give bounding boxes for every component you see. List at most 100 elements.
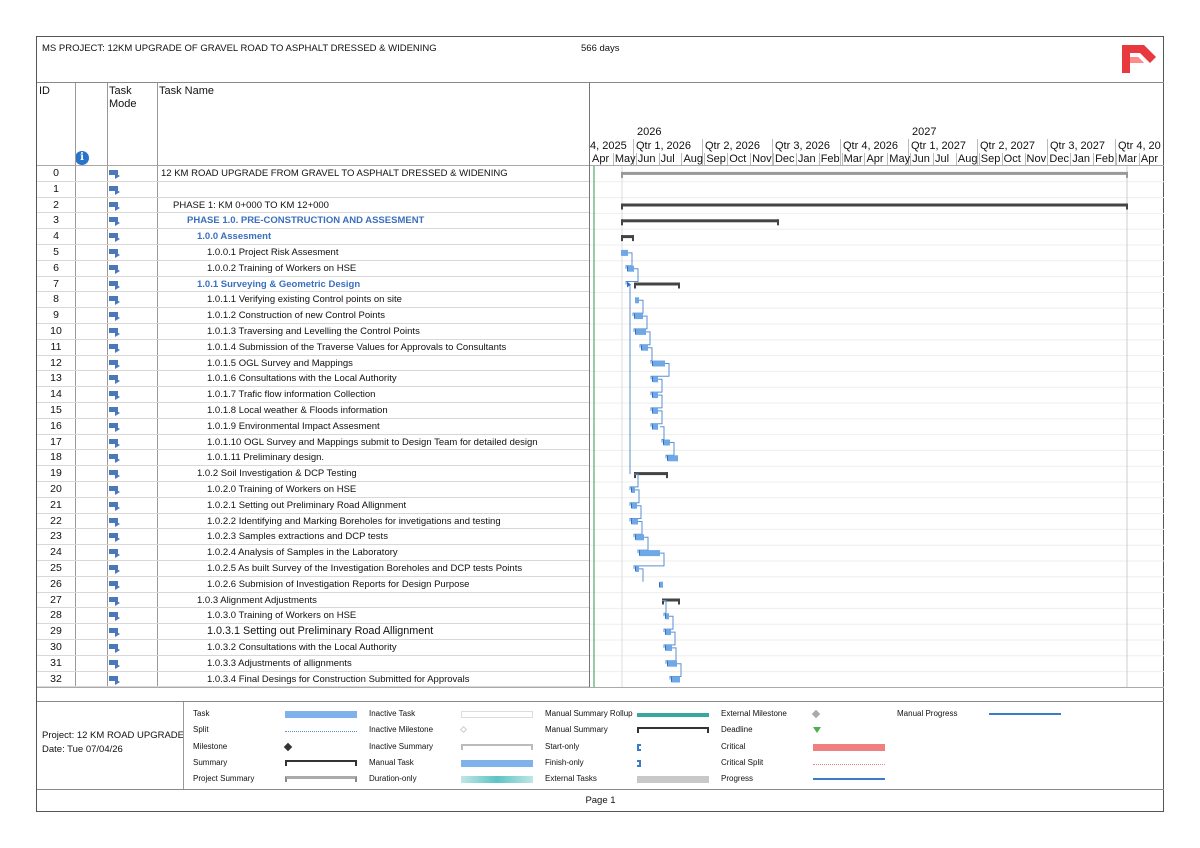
- task-name[interactable]: 1.0.2.0 Training of Workers on HSE: [207, 484, 357, 495]
- col-header-id[interactable]: ID: [39, 85, 50, 97]
- task-id: 13: [50, 372, 62, 385]
- task-name[interactable]: PHASE 1.0. PRE-CONSTRUCTION AND ASSESMEN…: [187, 215, 425, 227]
- task-id: 23: [50, 530, 62, 543]
- table-row[interactable]: 13 1.0.1.6 Consultations with the Local A…: [37, 371, 589, 388]
- table-row[interactable]: 16 1.0.1.9 Environmental Impact Assesment: [37, 419, 589, 435]
- table-row[interactable]: 30 1.0.3.2 Consultations with the Local A…: [37, 640, 589, 656]
- table-row[interactable]: 29 1.0.3.1 Setting out Preliminary Road A…: [37, 624, 589, 640]
- table-row[interactable]: 8 1.0.1.1 Verifying existing Control poin…: [37, 292, 589, 309]
- table-row[interactable]: 21 1.0.2.1 Setting out Preliminary Road A…: [37, 498, 589, 514]
- task-bar: [666, 644, 672, 651]
- task-name[interactable]: 1.0.1.6 Consultations with the Local Aut…: [207, 373, 397, 385]
- dependency-link: [637, 536, 649, 554]
- table-row[interactable]: 1: [37, 182, 589, 198]
- table-row[interactable]: 12 1.0.1.5 OGL Survey and Mappings: [37, 356, 589, 372]
- table-row[interactable]: 20 1.0.2.0 Training of Workers on HSE: [37, 482, 589, 498]
- task-mode-icon: [109, 264, 120, 274]
- task-name[interactable]: 1.0.1.8 Local weather & Floods informati…: [207, 405, 388, 416]
- task-mode-icon: [109, 328, 120, 337]
- quarter-label: 4, 2025: [590, 140, 627, 152]
- task-bar: [636, 534, 644, 541]
- task-name[interactable]: PHASE 1: KM 0+000 TO KM 12+000: [173, 199, 329, 211]
- table-row[interactable]: 25 1.0.2.5 As built Survey of the Investi…: [37, 561, 589, 577]
- timescale-tick: [1024, 153, 1026, 166]
- task-name[interactable]: 1.0.1.4 Submission of the Traverse Value…: [207, 341, 507, 353]
- task-name[interactable]: 1.0.1.2 Construction of new Control Poin…: [207, 310, 385, 322]
- task-name[interactable]: 12 KM ROAD UPGRADE FROM GRAVEL TO ASPHAL…: [161, 168, 508, 179]
- table-row[interactable]: 19 1.0.2 Soil Investigation & DCP Testing: [37, 466, 589, 482]
- task-name[interactable]: 1.0.2.2 Identifying and Marking Borehole…: [207, 515, 501, 527]
- task-id: 8: [53, 293, 59, 306]
- summary-bar: [634, 472, 668, 476]
- task-name[interactable]: 1.0.2.5 As built Survey of the Investiga…: [207, 563, 523, 574]
- table-row[interactable]: 31 1.0.3.3 Adjustments of allignments: [37, 656, 589, 672]
- task-name[interactable]: 1.0.0.2 Training of Workers on HSE: [207, 262, 357, 274]
- legend-label: Critical: [721, 741, 746, 751]
- summary-bar-cap: [634, 472, 636, 479]
- legend-label: Start-only: [545, 741, 580, 751]
- table-row[interactable]: 17 1.0.1.10 OGL Survey and Mappings submi…: [37, 435, 589, 451]
- task-name[interactable]: 1.0.1.7 Trafic flow information Collecti…: [207, 389, 376, 401]
- table-row[interactable]: 23 1.0.2.3 Samples extractions and DCP te…: [37, 529, 589, 546]
- task-name[interactable]: 1.0.2.1 Setting out Preliminary Road All…: [207, 499, 407, 511]
- task-name[interactable]: 1.0.2.6 Submision of Investigation Repor…: [207, 578, 470, 590]
- task-bar: [653, 423, 658, 430]
- table-row[interactable]: 18 1.0.1.11 Preliminary design.: [37, 450, 589, 467]
- task-bar: [642, 344, 648, 351]
- gantt-print-page: MS PROJECT: 12KM UPGRADE OF GRAVEL ROAD …: [36, 36, 1164, 812]
- table-row[interactable]: 32 1.0.3.4 Final Desings for Construction…: [37, 672, 589, 688]
- inactive-task-swatch: [461, 711, 533, 718]
- table-row[interactable]: 26 1.0.2.6 Submision of Investigation Rep…: [37, 577, 589, 593]
- timescale-tick: [840, 139, 841, 166]
- task-name[interactable]: 1.0.3 Alignment Adjustments: [197, 594, 317, 606]
- table-row[interactable]: 2 PHASE 1: KM 0+000 TO KM 12+000: [37, 198, 589, 214]
- table-row[interactable]: 24 1.0.2.4 Analysis of Samples in the Lab…: [37, 545, 589, 561]
- task-name[interactable]: 1.0.2.4 Analysis of Samples in the Labor…: [207, 547, 398, 559]
- timescale-tick: [795, 153, 797, 166]
- task-name[interactable]: 1.0.2 Soil Investigation & DCP Testing: [197, 468, 357, 480]
- task-name[interactable]: 1.0.1.11 Preliminary design.: [207, 452, 325, 464]
- task-name[interactable]: 1.0.3.2 Consultations with the Local Aut…: [207, 642, 397, 653]
- footer-top: [37, 789, 1164, 790]
- info-icon[interactable]: i: [75, 151, 89, 165]
- timescale-tick: [864, 153, 866, 166]
- table-row[interactable]: 22 1.0.2.2 Identifying and Marking Boreho…: [37, 514, 589, 530]
- table-row[interactable]: 15 1.0.1.8 Local weather & Floods informa…: [37, 403, 589, 419]
- task-name[interactable]: 1.0.0.1 Project Risk Assesment: [207, 247, 339, 258]
- task-name[interactable]: 1.0.2.3 Samples extractions and DCP test…: [207, 531, 388, 543]
- task-name[interactable]: 1.0.1 Surveying & Geometric Design: [197, 278, 361, 290]
- table-row[interactable]: 5 1.0.0.1 Project Risk Assesment: [37, 245, 589, 261]
- month-label: Jun: [912, 153, 930, 165]
- col-header-task-name[interactable]: Task Name: [159, 85, 215, 97]
- table-row[interactable]: 27 1.0.3 Alignment Adjustments: [37, 593, 589, 609]
- summary-bar-cap: [621, 219, 623, 226]
- task-name[interactable]: 1.0.1.1 Verifying existing Control point…: [207, 294, 402, 306]
- table-row[interactable]: 0 12 KM ROAD UPGRADE FROM GRAVEL TO ASPHA…: [37, 166, 589, 182]
- table-row[interactable]: 6 1.0.0.2 Training of Workers on HSE: [37, 261, 589, 277]
- task-name[interactable]: 1.0.1.5 OGL Survey and Mappings: [207, 357, 353, 369]
- task-mode-icon: [109, 217, 120, 227]
- table-row[interactable]: 9 1.0.1.2 Construction of new Control Poi…: [37, 308, 589, 324]
- table-row[interactable]: 4 1.0.0 Assesment: [37, 229, 589, 245]
- table-row[interactable]: 10 1.0.1.3 Traversing and Levelling the C…: [37, 324, 589, 340]
- task-name[interactable]: 1.0.1.9 Environmental Impact Assesment: [207, 420, 380, 432]
- task-name[interactable]: 1.0.0 Assesment: [197, 231, 272, 243]
- task-bar: [640, 550, 660, 557]
- task-name[interactable]: 1.0.3.1 Setting out Preliminary Road All…: [207, 625, 434, 638]
- table-row[interactable]: 14 1.0.1.7 Trafic flow information Collec…: [37, 387, 589, 403]
- table-row[interactable]: 3 PHASE 1.0. PRE-CONSTRUCTION AND ASSESME…: [37, 213, 589, 230]
- task-name[interactable]: 1.0.3.3 Adjustments of allignments: [207, 657, 352, 669]
- table-row[interactable]: 28 1.0.3.0 Training of Workers on HSE: [37, 608, 589, 625]
- task-name[interactable]: 1.0.1.3 Traversing and Levelling the Con…: [207, 326, 420, 337]
- timescale-tick: [1047, 153, 1049, 166]
- task-name[interactable]: 1.0.3.4 Final Desings for Construction S…: [207, 673, 470, 685]
- task-name[interactable]: 1.0.1.10 OGL Survey and Mappings submit …: [207, 436, 538, 448]
- table-row[interactable]: 11 1.0.1.4 Submission of the Traverse Val…: [37, 340, 589, 356]
- summary-bar: [621, 203, 1128, 207]
- task-name[interactable]: 1.0.3.0 Training of Workers on HSE: [207, 610, 357, 622]
- summary-bar-cap: [621, 235, 623, 242]
- timescale-tick: [1070, 153, 1072, 166]
- table-row[interactable]: 7 1.0.1 Surveying & Geometric Design: [37, 277, 589, 293]
- col-header-task-mode[interactable]: Task Mode: [109, 85, 137, 111]
- legend-label: Manual Progress: [897, 709, 958, 718]
